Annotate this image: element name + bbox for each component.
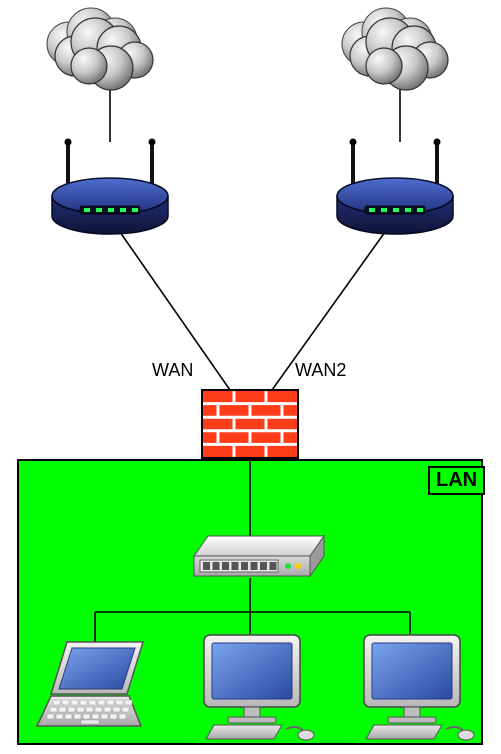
network-diagram — [0, 0, 501, 754]
router-icon — [337, 139, 453, 235]
router-icon — [52, 139, 168, 234]
firewall-icon — [202, 390, 298, 458]
wan1-label: WAN — [152, 360, 193, 381]
cloud-icon — [47, 8, 153, 90]
wan2-label: WAN2 — [295, 360, 346, 381]
switch-icon — [194, 536, 324, 576]
cloud-icon — [342, 8, 448, 90]
lan-label: LAN — [428, 466, 485, 495]
